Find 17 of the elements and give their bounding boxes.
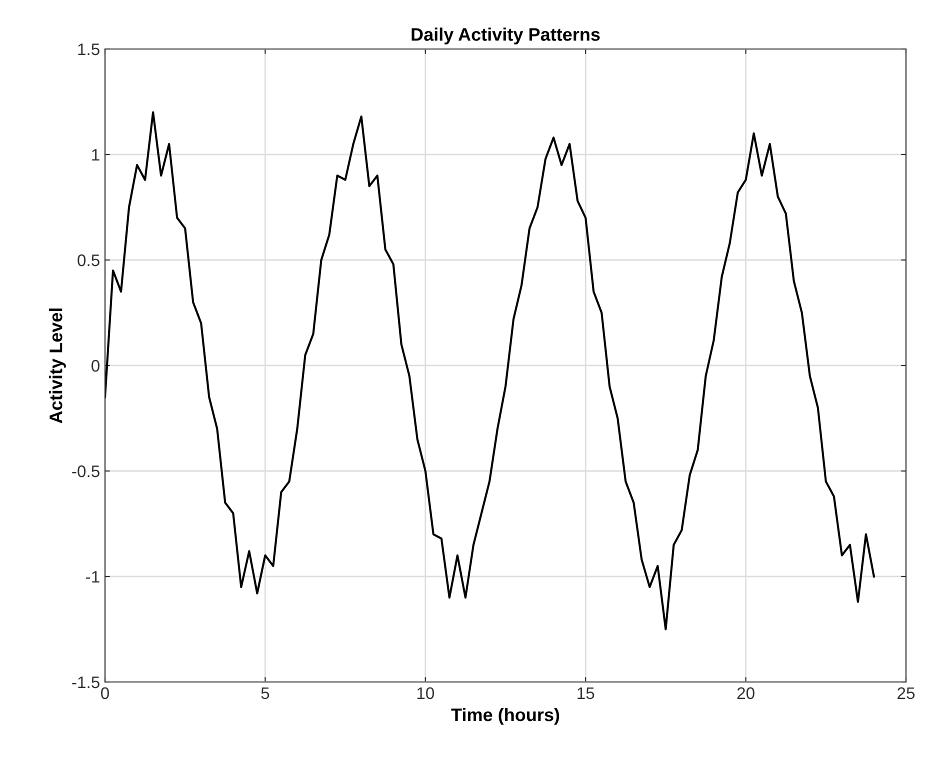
y-tick-label: -0.5 bbox=[72, 465, 100, 478]
x-tick-label: 20 bbox=[737, 687, 754, 700]
x-tick-label: 0 bbox=[101, 687, 109, 700]
y-tick-label: -1 bbox=[86, 571, 100, 583]
y-axis-title: Activity Level bbox=[49, 308, 66, 424]
y-tick-label: 0.5 bbox=[78, 254, 100, 266]
x-tick-label: 15 bbox=[578, 687, 594, 700]
line-series bbox=[105, 111, 876, 630]
x-tick-label: 10 bbox=[417, 687, 434, 700]
x-tick-label: 25 bbox=[898, 687, 915, 700]
x-axis-title: Time (hours) bbox=[451, 708, 560, 725]
y-tick-label: 0 bbox=[92, 360, 100, 372]
y-tick-label: 1.5 bbox=[78, 44, 100, 56]
y-tick-label: -1.5 bbox=[72, 676, 100, 688]
x-tick-label: 5 bbox=[261, 687, 270, 700]
y-tick-label: 1 bbox=[92, 149, 100, 161]
chart-title: Daily Activity Patterns bbox=[412, 28, 600, 44]
